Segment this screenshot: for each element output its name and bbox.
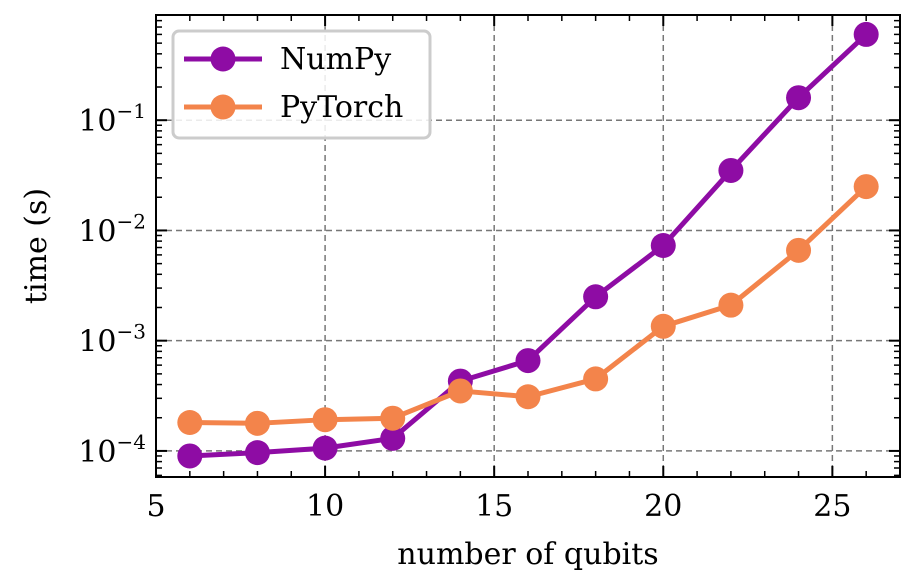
- grid-lines: [156, 15, 900, 477]
- data-point: [177, 443, 203, 469]
- legend-swatch-marker: [210, 46, 236, 72]
- data-point: [853, 174, 879, 200]
- data-point: [583, 366, 609, 392]
- x-tick-label: 10: [306, 489, 344, 524]
- data-point: [177, 410, 203, 436]
- data-point: [786, 237, 812, 263]
- y-tick-labels: 10−4 10−3 10−2 10−1: [78, 99, 146, 470]
- major-ticks: [155, 15, 900, 477]
- series-pytorch: [177, 174, 879, 436]
- legend-item: PyTorch: [184, 90, 403, 125]
- x-tick-label: 25: [813, 489, 851, 524]
- data-point: [515, 384, 541, 410]
- y-tick-label: 10−1: [78, 99, 146, 139]
- y-tick-label: 10−2: [78, 209, 146, 249]
- data-point: [244, 440, 270, 466]
- data-point: [650, 313, 676, 339]
- y-tick-label: 10−3: [78, 320, 146, 360]
- legend-item: NumPy: [184, 42, 391, 77]
- data-point: [380, 405, 406, 431]
- legend-label: NumPy: [280, 42, 391, 77]
- data-point: [312, 407, 338, 433]
- x-tick-label: 5: [146, 489, 165, 524]
- data-point: [650, 233, 676, 259]
- data-point: [515, 348, 541, 374]
- x-tick-label: 20: [644, 489, 682, 524]
- data-point: [853, 21, 879, 47]
- plot-frame: [155, 14, 901, 478]
- series-numpy: [177, 21, 879, 469]
- data-point: [312, 435, 338, 461]
- data-point: [718, 292, 744, 318]
- y-tick-label: 10−4: [78, 430, 146, 470]
- legend: NumPy PyTorch: [171, 29, 432, 140]
- x-tick-labels: 5 10 15 20 25: [146, 489, 851, 524]
- series-layer: [177, 21, 879, 469]
- data-point: [380, 425, 406, 451]
- legend-swatch-marker: [210, 94, 236, 120]
- data-point: [447, 378, 473, 404]
- data-point: [244, 410, 270, 436]
- x-axis-label: number of qubits: [397, 537, 658, 572]
- data-point: [786, 85, 812, 111]
- legend-label: PyTorch: [280, 90, 403, 125]
- data-point: [718, 157, 744, 183]
- data-point: [583, 284, 609, 310]
- x-tick-label: 15: [475, 489, 513, 524]
- y-axis-label: time (s): [19, 188, 54, 304]
